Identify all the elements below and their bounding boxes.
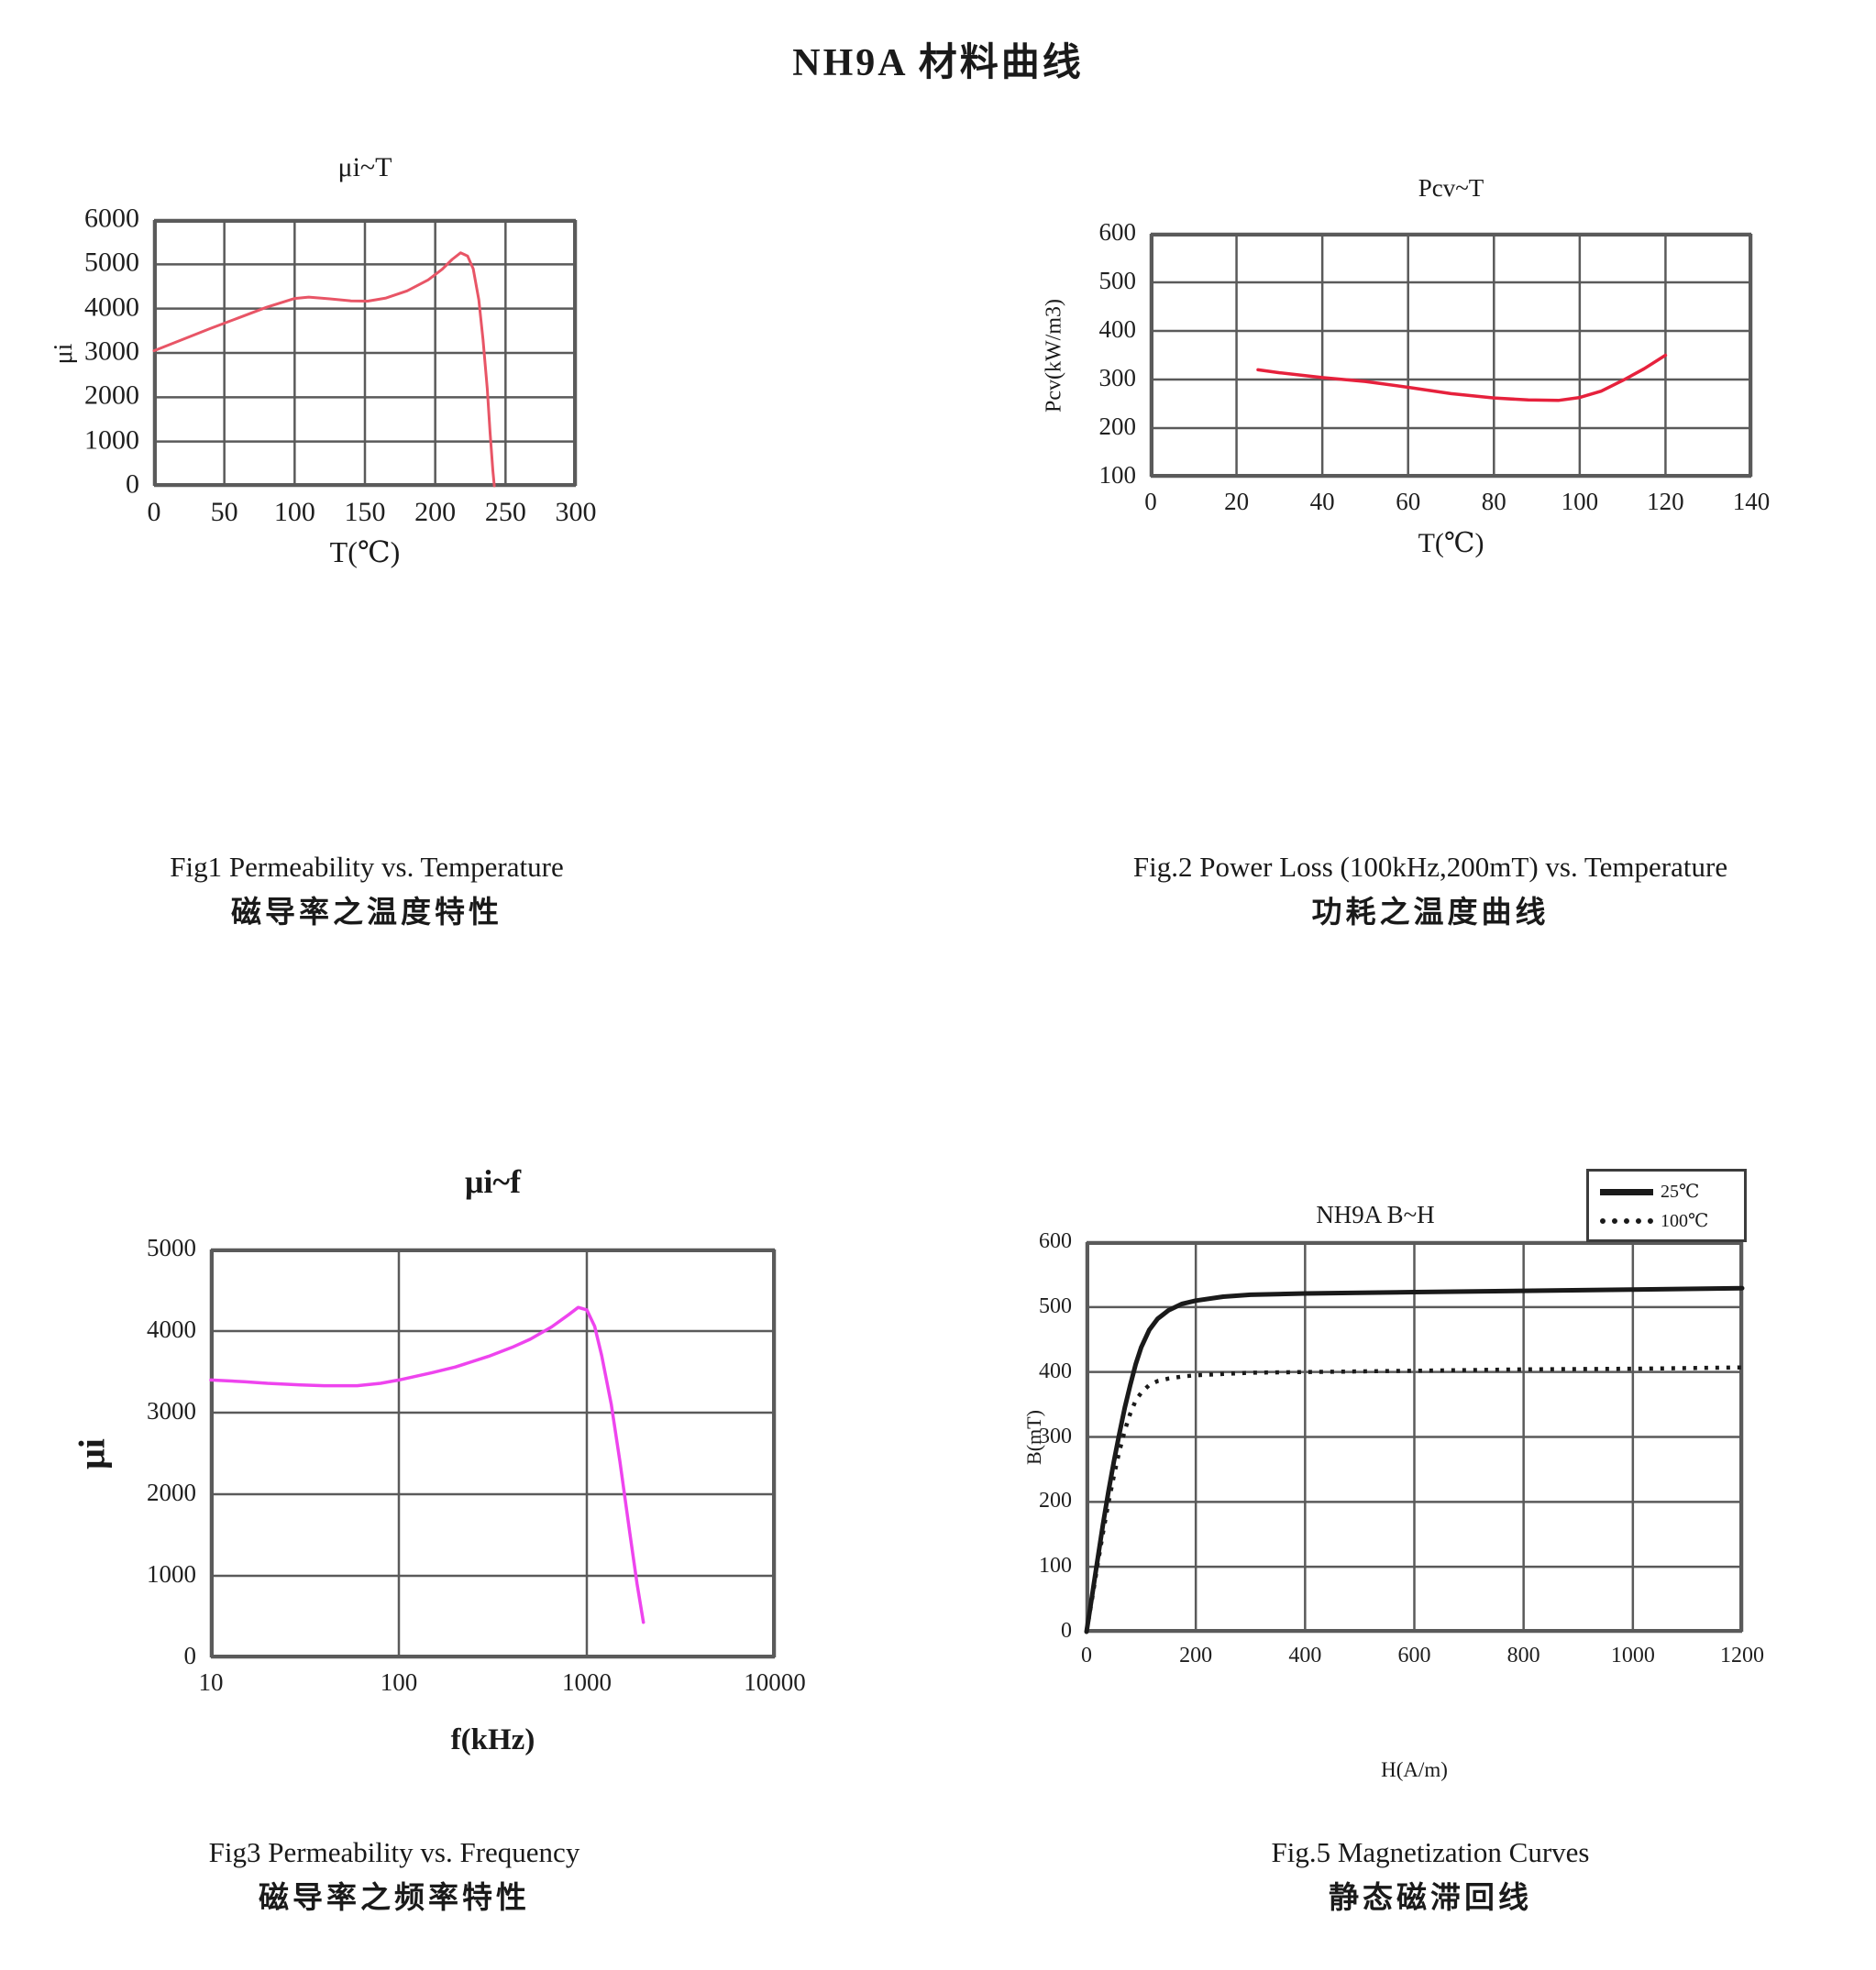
series-25℃ [1084, 1285, 1745, 1634]
fig2-caption-english: Fig.2 Power Loss (100kHz,200mT) vs. Temp… [1132, 851, 1728, 883]
y-axis-tick-label: 100 [1098, 461, 1137, 490]
x-axis-tick-label: 200 [414, 497, 457, 527]
x-axis-tick-label: 60 [1396, 488, 1421, 515]
x-axis-tick-label: 0 [147, 497, 161, 527]
y-axis-tick-label: 200 [1098, 413, 1137, 441]
page-title: NH9A 材料曲线 [792, 42, 1084, 84]
x-axis-tick-label: 1000 [562, 1668, 612, 1696]
y-axis-tick-label: 400 [1039, 1359, 1072, 1383]
x-axis-tick-label: 100 [273, 497, 315, 527]
bh-x-axis-label: H(A/m) [1381, 1758, 1448, 1781]
mui-f-chart-title: μi~f [464, 1163, 522, 1200]
y-axis-tick-label: 600 [1098, 218, 1137, 247]
pcv-t-x-axis-label: T(℃) [1418, 528, 1484, 558]
y-axis-tick-label: 5000 [84, 247, 139, 278]
y-axis-tick-label: 300 [1039, 1424, 1072, 1448]
x-axis-tick-label: 100 [1561, 488, 1599, 515]
chart-canvas [1149, 232, 1753, 479]
series-Pcv [1256, 353, 1668, 402]
fig2-caption-chinese: 功耗之温度曲线 [1311, 896, 1550, 930]
x-axis-tick-label: 800 [1506, 1644, 1540, 1667]
y-axis-tick-label: 6000 [84, 203, 139, 234]
y-axis-tick-label: 500 [1098, 267, 1137, 295]
chart-canvas [209, 1248, 777, 1659]
x-axis-tick-label: 1000 [1610, 1644, 1655, 1667]
legend-entry-25c: 25℃ [1600, 1183, 1737, 1201]
x-axis-tick-label: 250 [484, 497, 526, 527]
y-axis-tick-label: 4000 [84, 292, 139, 323]
fig5-caption-english: Fig.5 Magnetization Curves [1271, 1836, 1590, 1868]
bh-plot-area: 25℃ 100℃ 0 200 400 600 800 1000 1200 0 100 200 300… [1039, 1169, 1764, 1667]
mui-f-x-axis-label: f(kHz) [450, 1723, 535, 1756]
legend-entry-100c: 100℃ [1600, 1212, 1737, 1230]
y-axis-tick-label: 500 [1039, 1293, 1072, 1318]
y-axis-tick-label: 400 [1098, 315, 1137, 344]
x-axis-tick-label: 600 [1397, 1644, 1431, 1667]
legend-label-100c: 100℃ [1661, 1211, 1709, 1231]
chart-canvas [152, 218, 578, 488]
y-axis-tick-label: 300 [1098, 364, 1137, 392]
mui-t-y-axis-label: μi [50, 343, 78, 365]
mui-f-y-axis-label: μi [71, 1438, 113, 1469]
y-axis-tick-label: 3000 [84, 336, 139, 367]
series-μi [152, 251, 496, 488]
x-axis-tick-label: 400 [1288, 1644, 1322, 1667]
x-axis-tick-label: 150 [344, 497, 386, 527]
x-axis-tick-label: 80 [1481, 488, 1506, 515]
pcv-t-plot-area: 0 20 40 60 80 100 120 140 100 200 300 400 500 600 [1099, 220, 1771, 514]
fig5-caption: Fig.5 Magnetization Curves 静态磁滞回线 [1027, 1833, 1834, 1926]
y-axis-tick-label: 600 [1039, 1228, 1072, 1253]
x-axis-tick-label: 10 [198, 1668, 224, 1696]
mui-f-plot-area: 10 100 1000 10000 0 1000 2000 3000 4000 5000 [147, 1236, 806, 1695]
x-axis-tick-label: 50 [210, 497, 238, 527]
fig3-caption-english: Fig3 Permeability vs. Frequency [208, 1836, 580, 1868]
x-axis-tick-label: 120 [1647, 488, 1684, 515]
y-axis-tick-label: 5000 [147, 1234, 196, 1262]
bh-legend: 25℃ 100℃ [1586, 1169, 1747, 1242]
y-axis-tick-label: 0 [126, 468, 139, 500]
y-axis-tick-label: 3000 [147, 1397, 196, 1425]
x-axis-tick-label: 200 [1179, 1644, 1213, 1667]
series-μi [209, 1305, 646, 1624]
fig1-caption-english: Fig1 Permeability vs. Temperature [170, 851, 564, 883]
fig3-caption: Fig3 Permeability vs. Frequency 磁导率之频率特性 [64, 1833, 724, 1926]
y-axis-tick-label: 1000 [147, 1560, 196, 1589]
solid-line-sample-icon [1600, 1188, 1653, 1195]
x-axis-tick-label: 20 [1224, 488, 1250, 515]
fig5-caption-chinese: 静态磁滞回线 [1329, 1881, 1532, 1915]
pcv-t-y-axis-label: Pcv(kW/m3) [1042, 299, 1066, 413]
chart-canvas [1084, 1240, 1745, 1634]
y-axis-tick-label: 0 [1061, 1618, 1072, 1643]
fig2-caption: Fig.2 Power Loss (100kHz,200mT) vs. Temp… [999, 848, 1861, 941]
mui-t-x-axis-label: T(℃) [329, 535, 401, 568]
pcv-t-chart-title: Pcv~T [1418, 174, 1484, 202]
y-axis-tick-label: 100 [1039, 1553, 1072, 1578]
x-axis-tick-label: 100 [380, 1668, 418, 1696]
bh-chart-title: NH9A B~H [1316, 1201, 1435, 1228]
x-axis-tick-label: 300 [555, 497, 597, 527]
x-axis-tick-label: 0 [1144, 488, 1157, 515]
x-axis-tick-label: 1200 [1720, 1644, 1764, 1667]
dotted-line-sample-icon [1600, 1218, 1653, 1224]
x-axis-tick-label: 10000 [744, 1668, 806, 1696]
fig3-caption-chinese: 磁导率之频率特性 [259, 1881, 530, 1915]
y-axis-tick-label: 1000 [84, 424, 139, 456]
mui-t-chart-title: μi~T [337, 152, 392, 182]
y-axis-tick-label: 200 [1039, 1489, 1072, 1513]
x-axis-tick-label: 0 [1081, 1644, 1092, 1667]
legend-label-25c: 25℃ [1661, 1182, 1700, 1202]
x-axis-tick-label: 40 [1309, 488, 1335, 515]
y-axis-tick-label: 4000 [147, 1315, 196, 1344]
y-axis-tick-label: 0 [183, 1642, 197, 1670]
y-axis-tick-label: 2000 [84, 380, 139, 411]
y-axis-tick-label: 2000 [147, 1479, 196, 1507]
fig1-caption: Fig1 Permeability vs. Temperature 磁导率之温度… [37, 848, 697, 941]
mui-t-plot-area: 0 50 100 150 200 250 300 0 1000 2000 3000 4000 5000 6… [84, 204, 597, 526]
x-axis-tick-label: 140 [1732, 488, 1771, 515]
fig1-caption-chinese: 磁导率之温度特性 [231, 896, 502, 930]
